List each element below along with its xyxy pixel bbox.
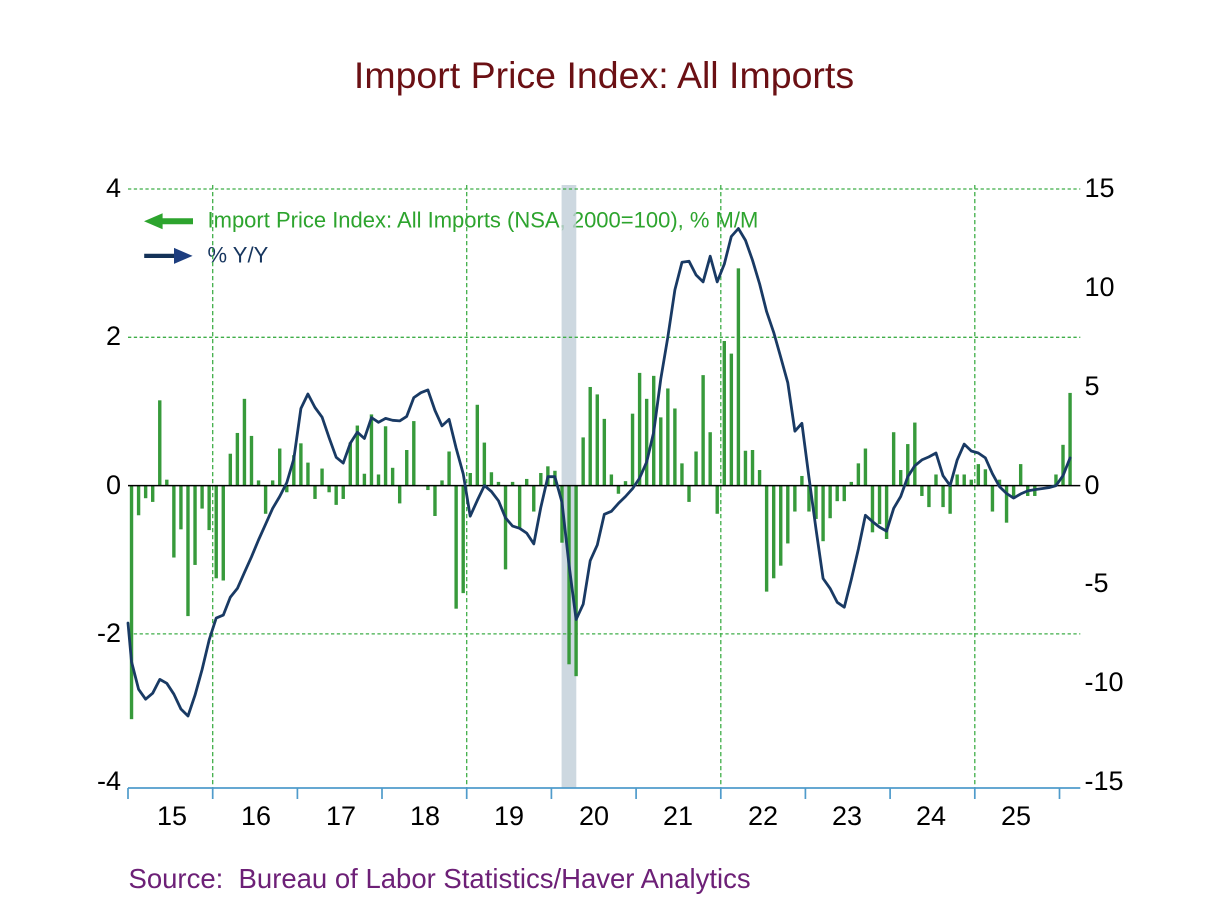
svg-text:4: 4 xyxy=(106,173,121,203)
svg-text:0: 0 xyxy=(1085,470,1100,500)
svg-text:22: 22 xyxy=(748,801,778,831)
svg-text:16: 16 xyxy=(241,801,271,831)
svg-text:19: 19 xyxy=(494,801,524,831)
svg-text:-15: -15 xyxy=(1085,766,1124,796)
svg-text:-2: -2 xyxy=(97,618,121,648)
svg-text:-4: -4 xyxy=(97,766,121,796)
svg-text:Source: Bureau of Labor Stati: Source: Bureau of Labor Statistics/Haver… xyxy=(129,863,751,894)
svg-text:15: 15 xyxy=(1085,173,1115,203)
svg-text:Import Price Index: All Import: Import Price Index: All Imports xyxy=(354,54,854,96)
svg-text:2: 2 xyxy=(106,321,121,351)
svg-text:15: 15 xyxy=(157,801,187,831)
svg-text:17: 17 xyxy=(326,801,356,831)
svg-text:0: 0 xyxy=(106,470,121,500)
svg-text:24: 24 xyxy=(916,801,946,831)
svg-text:Import Price Index: All Import: Import Price Index: All Imports (NSA, 20… xyxy=(208,208,759,233)
svg-text:5: 5 xyxy=(1085,371,1100,401)
svg-text:21: 21 xyxy=(663,801,693,831)
svg-text:18: 18 xyxy=(410,801,440,831)
svg-text:25: 25 xyxy=(1001,801,1031,831)
svg-text:23: 23 xyxy=(832,801,862,831)
svg-text:-10: -10 xyxy=(1085,667,1124,697)
svg-text:20: 20 xyxy=(579,801,609,831)
svg-text:-5: -5 xyxy=(1085,568,1109,598)
svg-text:% Y/Y: % Y/Y xyxy=(208,242,269,267)
svg-text:10: 10 xyxy=(1085,272,1115,302)
